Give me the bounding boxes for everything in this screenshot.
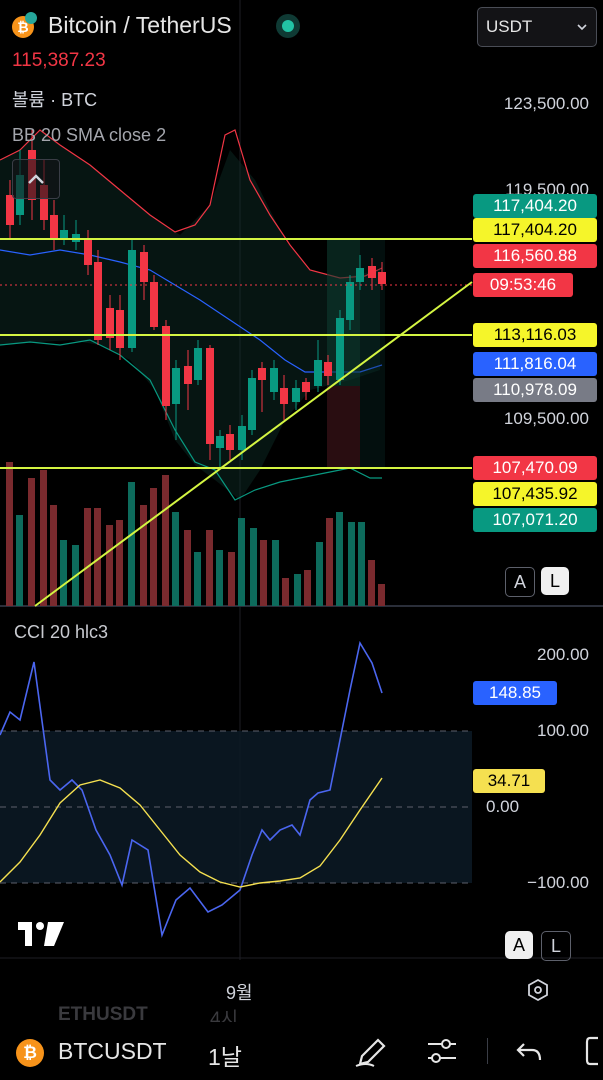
bitcoin-icon: ₿ [16,1039,44,1067]
hexagon-settings-icon[interactable] [526,978,550,1002]
bb-lower-line [0,339,382,501]
live-dot-icon [276,14,300,38]
price-tag: 09:53:46 [473,273,573,297]
tradingview-logo [18,922,64,946]
last-price: 115,387.23 [12,50,106,71]
log-scale-button[interactable]: L [541,567,569,595]
bb-indicator-label[interactable]: BB 20 SMA close 2 [12,125,167,145]
currency-select-value: USDT [486,17,533,36]
price-tag: 110,978.09 [473,378,597,402]
symbol-title[interactable]: Bitcoin / TetherUS [48,12,232,38]
faded-symbol: ETHUSDT [58,1004,148,1025]
fullscreen-icon[interactable] [584,1036,603,1066]
auto-scale-button[interactable]: A [505,567,535,597]
price-tag: 113,116.03 [473,323,597,347]
cci-value-tag: 148.85 [473,681,557,705]
bb-upper-line [0,129,383,279]
chevron-up-icon [28,174,44,184]
price-tag: 107,470.09 [473,456,597,480]
cci-indicator-label[interactable]: CCI 20 hlc3 [14,622,109,642]
volume-label[interactable]: 볼륨 · BTC [12,90,98,110]
cci-axis-label: 100.00 [537,721,589,740]
currency-select[interactable]: USDT [477,7,597,47]
position-loss-zone[interactable] [327,386,360,468]
trendline[interactable] [34,281,473,607]
cci-axis-label: 0.00 [486,797,520,816]
price-tag: 117,404.20 [473,218,597,242]
cci-log-scale-button[interactable]: L [541,931,571,961]
symbol-button[interactable]: BTCUSDT [58,1038,167,1064]
cci-line [0,640,383,938]
toolbar-divider [487,1038,488,1064]
price-tag: 107,435.92 [473,482,597,506]
cci-ma-line [0,777,383,888]
cci-axis-label: −100.00 [527,873,589,892]
price-tag: 111,816.04 [473,352,597,376]
bottom-toolbar: ₿ BTCUSDT 1날 [0,1022,603,1080]
price-axis-label: 123,500.00 [503,94,589,113]
price-tag: 116,560.88 [473,244,597,268]
undo-icon[interactable] [514,1038,544,1064]
time-axis-label: 9월 [226,983,253,1003]
price-tag: 117,404.20 [473,194,597,218]
volume-bars [6,462,385,606]
pen-icon[interactable] [352,1034,388,1070]
tether-icon [25,12,37,24]
chevron-down-icon [577,24,587,31]
sliders-icon[interactable] [424,1036,460,1066]
cci-axis-label: 200.00 [537,645,589,664]
cci-auto-scale-button[interactable]: A [505,931,533,959]
cci-ma-tag: 34.71 [473,769,545,793]
collapse-legend-button[interactable] [12,159,60,199]
interval-button[interactable]: 1날 [208,1044,242,1070]
price-tag: 107,071.20 [473,508,597,532]
bb-band-fill [0,130,380,500]
price-axis-label: 109,500.00 [503,409,589,428]
